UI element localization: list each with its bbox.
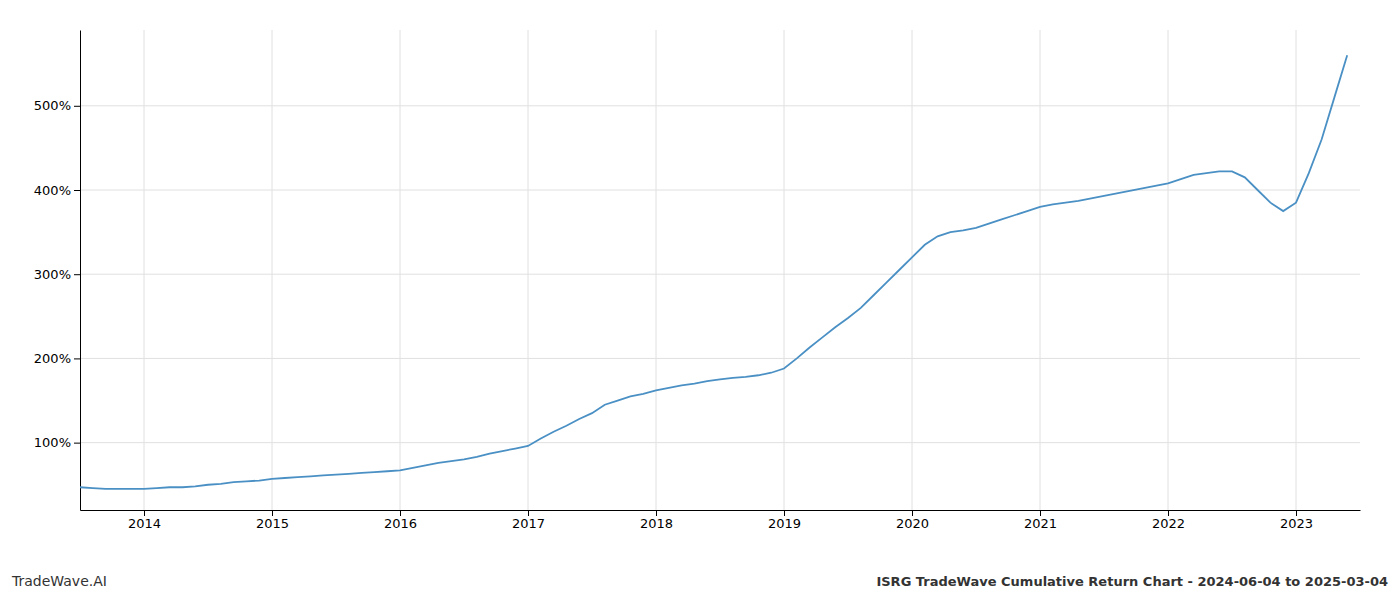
tick-label: 2022 [1152,516,1185,531]
tick: 2014 [128,510,161,531]
title: ISRG TradeWave Cumulative Return Chart -… [876,574,1388,589]
tick-mark [74,358,80,359]
grid-line-x [528,30,529,510]
grid-line-x [1168,30,1169,510]
tick-mark [74,443,80,444]
tick-label: 2018 [640,516,673,531]
tick-mark [528,510,529,516]
tick-mark [1040,510,1041,516]
tick-label: 2023 [1280,516,1313,531]
grid-line-y [80,105,1360,106]
tick: 100% [34,435,80,450]
grid-line-y [80,274,1360,275]
grid-line-x [1296,30,1297,510]
x-axis: 2014 2015 2016 2017 2018 2019 2020 2021 2022 2023 [81,510,1361,531]
tick-label: 2020 [896,516,929,531]
tick: 2015 [256,510,289,531]
tick: 2016 [384,510,417,531]
axis-line [80,31,81,511]
tick-label: 2015 [256,516,289,531]
tick: 300% [34,267,80,282]
tick: 500% [34,98,80,113]
grid-line-y [80,442,1360,443]
tick-label: 400% [34,183,71,198]
tick: 2019 [768,510,801,531]
tick: 2021 [1024,510,1057,531]
grid-line-x [656,30,657,510]
tick-label: 2021 [1024,516,1057,531]
tick-mark [1168,510,1169,516]
tick-mark [74,106,80,107]
tick: 400% [34,183,80,198]
grid-line-x [272,30,273,510]
tick-label: 500% [34,98,71,113]
y-axis: 100% 200% 300% 400% 500% [34,31,81,511]
tick-mark [1296,510,1297,516]
tick-mark [784,510,785,516]
tick: 2022 [1152,510,1185,531]
tick-label: 200% [34,351,71,366]
tick-mark [400,510,401,516]
tick-mark [74,274,80,275]
tick-label: 100% [34,435,71,450]
tick-mark [912,510,913,516]
tick: 200% [34,351,80,366]
grid-line-y [80,358,1360,359]
tick: 2020 [896,510,929,531]
tick-label: 2019 [768,516,801,531]
tick-label: 2016 [384,516,417,531]
tick-mark [74,190,80,191]
grid-line-x [1040,30,1041,510]
tick-label: 2017 [512,516,545,531]
tick-mark [144,510,145,516]
tick-mark [656,510,657,516]
grid-line-x [912,30,913,510]
tick: 2018 [640,510,673,531]
tick: 2017 [512,510,545,531]
tick: 2023 [1280,510,1313,531]
line [80,55,1347,489]
grid [80,30,1360,510]
grid-line-x [784,30,785,510]
tick-mark [272,510,273,516]
tick-label: 2014 [128,516,161,531]
grid-line-x [400,30,401,510]
grid-line-x [144,30,145,510]
grid-line-y [80,190,1360,191]
plot-area [80,55,1347,489]
watermark: TradeWave.AI [11,573,107,589]
tick-label: 300% [34,267,71,282]
chart: 2014 2015 2016 2017 2018 2019 2020 2021 2022 2023… [0,0,1400,600]
